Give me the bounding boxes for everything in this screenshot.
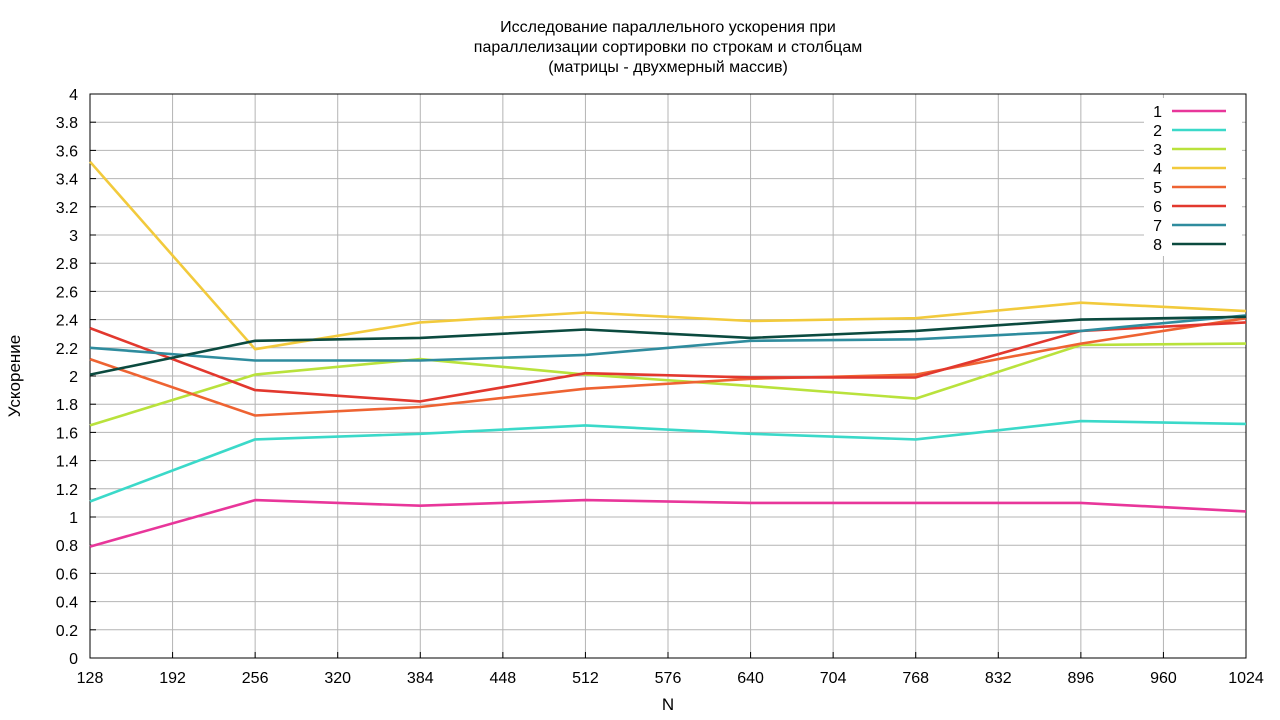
y-tick-label: 1.6	[56, 425, 78, 442]
x-tick-label: 384	[407, 670, 434, 687]
y-tick-label: 3.4	[56, 172, 78, 189]
legend-label-8: 8	[1153, 237, 1162, 254]
x-tick-label: 960	[1150, 670, 1177, 687]
x-axis-label: N	[662, 695, 674, 714]
series-line-6	[89, 321, 1247, 403]
x-tick-label: 320	[324, 670, 351, 687]
y-tick-label: 3.8	[56, 115, 78, 132]
series-line-3	[89, 342, 1247, 427]
x-tick-label: 256	[242, 670, 269, 687]
chart-title: Исследование параллельного ускорения при…	[474, 19, 862, 76]
chart-title-line-2: параллелизации сортировки по строкам и с…	[474, 39, 862, 56]
y-axis-ticks: 0 0.2 0.4 0.6 0.8 1 1.2 1.4 1.6 1.8 2 2.2 2.4 2.6 2.8 3…	[56, 87, 96, 668]
x-tick-label: 448	[490, 670, 517, 687]
y-tick-label: 1	[69, 510, 78, 527]
y-tick-label: 1.2	[56, 482, 78, 499]
y-tick-label: 1.4	[56, 454, 78, 471]
series-line-2	[89, 419, 1247, 503]
x-tick-label: 576	[655, 670, 682, 687]
y-tick-label: 2	[69, 369, 78, 386]
x-tick-label: 640	[737, 670, 764, 687]
series-line-1	[89, 498, 1247, 548]
series-line-7	[89, 314, 1247, 362]
x-tick-label: 192	[159, 670, 186, 687]
x-tick-label: 704	[820, 670, 847, 687]
legend-label-4: 4	[1153, 161, 1162, 178]
legend-label-3: 3	[1153, 142, 1162, 159]
y-tick-label: 1.8	[56, 397, 78, 414]
y-tick-label: 2.6	[56, 284, 78, 301]
legend-label-5: 5	[1153, 180, 1162, 197]
y-tick-label: 2.2	[56, 341, 78, 358]
legend-label-1: 1	[1153, 104, 1162, 121]
x-tick-label: 1024	[1228, 670, 1264, 687]
y-tick-label: 0.2	[56, 623, 78, 640]
legend-box	[1144, 98, 1242, 256]
x-tick-label: 896	[1068, 670, 1095, 687]
y-tick-label: 4	[69, 87, 78, 104]
x-tick-label: 128	[77, 670, 104, 687]
y-tick-label: 0.8	[56, 538, 78, 555]
y-tick-label: 0.6	[56, 566, 78, 583]
x-axis-ticks: 128 192 256 320 384 448 512 576 640 704 768 832 896 9…	[77, 652, 1264, 687]
legend: 1 2 3 4 5 6 7 8	[1144, 98, 1242, 256]
grid	[89, 93, 1247, 659]
y-tick-label: 2.8	[56, 256, 78, 273]
y-tick-label: 2.4	[56, 313, 78, 330]
y-tick-label: 3.6	[56, 143, 78, 160]
series-line-4	[89, 160, 1247, 351]
y-tick-label: 3.2	[56, 200, 78, 217]
y-tick-label: 3	[69, 228, 78, 245]
series-line-8	[89, 315, 1247, 376]
plot-frame	[89, 93, 1247, 659]
series-line-5	[89, 316, 1247, 417]
legend-label-7: 7	[1153, 218, 1162, 235]
series-lines	[89, 160, 1247, 548]
legend-label-6: 6	[1153, 199, 1162, 216]
legend-label-2: 2	[1153, 123, 1162, 140]
chart-title-line-1: Исследование параллельного ускорения при	[500, 19, 836, 36]
y-axis-label: Ускорение	[5, 335, 24, 418]
x-tick-label: 832	[985, 670, 1012, 687]
x-tick-label: 512	[572, 670, 599, 687]
chart-title-line-3: (матрицы - двухмерный массив)	[548, 59, 788, 76]
y-tick-label: 0.4	[56, 595, 78, 612]
x-tick-label: 768	[902, 670, 929, 687]
y-tick-label: 0	[69, 651, 78, 668]
